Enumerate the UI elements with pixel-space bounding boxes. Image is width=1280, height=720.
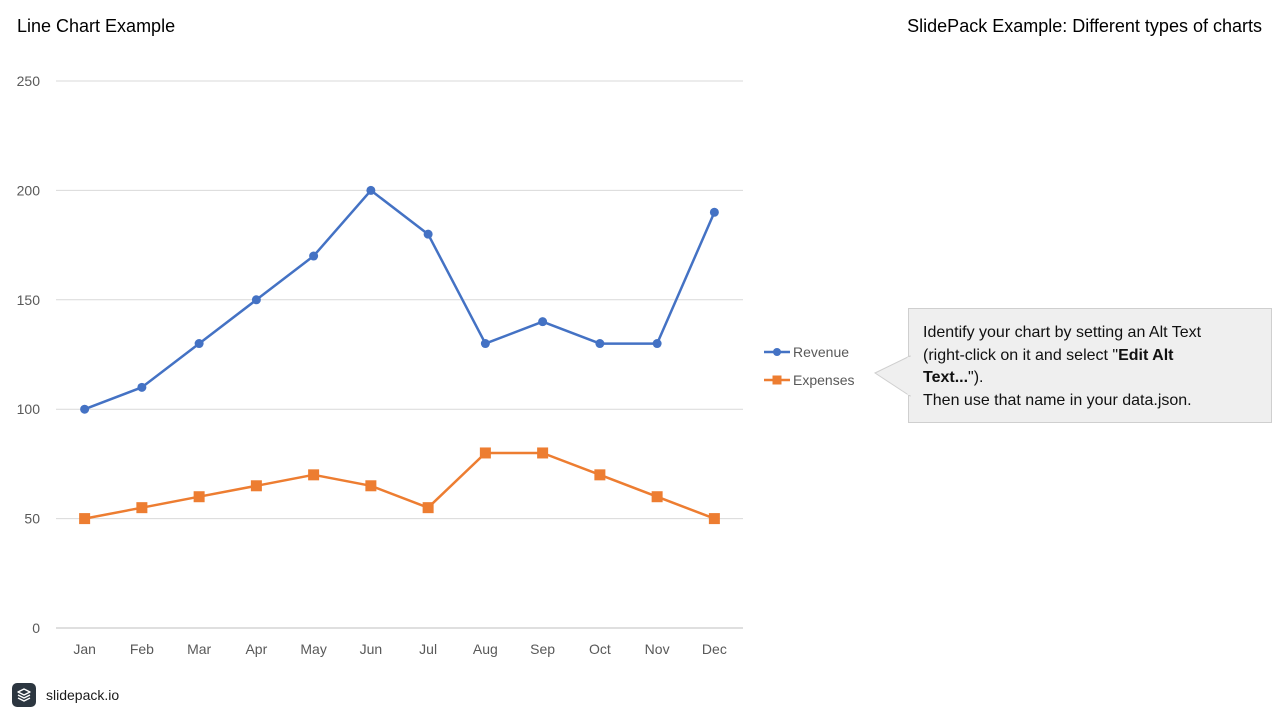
callout-line-2: (right-click on it and select "Edit Alt xyxy=(923,345,1258,368)
line-chart[interactable]: 0 50 100 150 200 250 Jan Feb Mar Apr May Jun Jul Aug S… xyxy=(0,0,870,670)
data-point xyxy=(137,382,147,392)
x-tick-label: Aug xyxy=(473,641,498,657)
data-point xyxy=(709,207,719,217)
data-point xyxy=(308,469,320,481)
slide-header-right: SlidePack Example: Different types of ch… xyxy=(907,16,1262,36)
data-point xyxy=(194,339,204,349)
data-point xyxy=(422,502,434,514)
x-tick-label: Mar xyxy=(187,641,211,657)
data-point xyxy=(193,491,205,503)
slidepack-logo xyxy=(12,683,36,707)
callout-text: Identify your chart by setting an Alt Te… xyxy=(923,322,1258,412)
data-point xyxy=(538,317,548,327)
x-tick-label: Apr xyxy=(245,641,267,657)
x-tick-label: May xyxy=(300,641,326,657)
y-tick-label: 150 xyxy=(17,292,41,308)
stack-layers-icon xyxy=(17,688,31,702)
data-point xyxy=(594,469,606,481)
callout-pointer xyxy=(873,355,911,397)
x-tick-label: Sep xyxy=(530,641,555,657)
series-line-expenses xyxy=(84,451,715,520)
legend-label: Expenses xyxy=(793,372,854,388)
callout-line-2-text: (right-click on it and select " xyxy=(923,346,1119,364)
y-tick-label: 0 xyxy=(32,620,40,636)
callout-edit-alt-bold: Edit Alt xyxy=(1118,346,1174,364)
footer: slidepack.io xyxy=(12,683,119,707)
data-point xyxy=(80,404,90,414)
x-tick-label: Jan xyxy=(73,641,96,657)
y-tick-label: 50 xyxy=(24,511,40,527)
data-point xyxy=(250,480,262,492)
callout-line-3-text: "). xyxy=(968,369,984,386)
data-point xyxy=(365,480,377,492)
x-tick-label: Dec xyxy=(702,641,727,657)
x-tick-label: Jun xyxy=(360,641,383,657)
callout-line-4: Then use that name in your data.json. xyxy=(923,391,1192,409)
footer-brand[interactable]: slidepack.io xyxy=(46,687,120,703)
data-point xyxy=(423,229,433,239)
y-tick-label: 250 xyxy=(17,73,41,89)
y-tick-label: 200 xyxy=(17,182,41,198)
legend-marker xyxy=(773,348,781,356)
y-tick-label: 100 xyxy=(17,401,41,417)
x-tick-label: Oct xyxy=(589,641,611,657)
data-point xyxy=(708,513,720,525)
data-point xyxy=(79,513,91,525)
x-tick-label: Jul xyxy=(419,641,437,657)
data-point xyxy=(651,491,663,503)
data-point xyxy=(479,447,491,459)
callout-line-1: Identify your chart by setting an Alt Te… xyxy=(923,324,1202,341)
data-point xyxy=(652,339,662,349)
data-point xyxy=(480,339,490,349)
x-tick-label: Nov xyxy=(645,641,670,657)
legend-label: Revenue xyxy=(793,344,849,360)
data-point xyxy=(537,447,549,459)
data-point xyxy=(251,295,261,305)
callout-text-bold: Text... xyxy=(923,369,969,386)
slide-title: Line Chart Example xyxy=(17,16,176,36)
x-tick-label: Feb xyxy=(130,641,154,657)
alt-text-callout xyxy=(908,308,1272,423)
legend-marker xyxy=(772,375,782,385)
series-line-revenue xyxy=(84,189,716,411)
data-point xyxy=(595,339,605,349)
data-point xyxy=(136,502,148,514)
data-point xyxy=(366,185,376,195)
callout-line-3: Text..."). xyxy=(923,367,1258,390)
data-point xyxy=(309,251,319,261)
